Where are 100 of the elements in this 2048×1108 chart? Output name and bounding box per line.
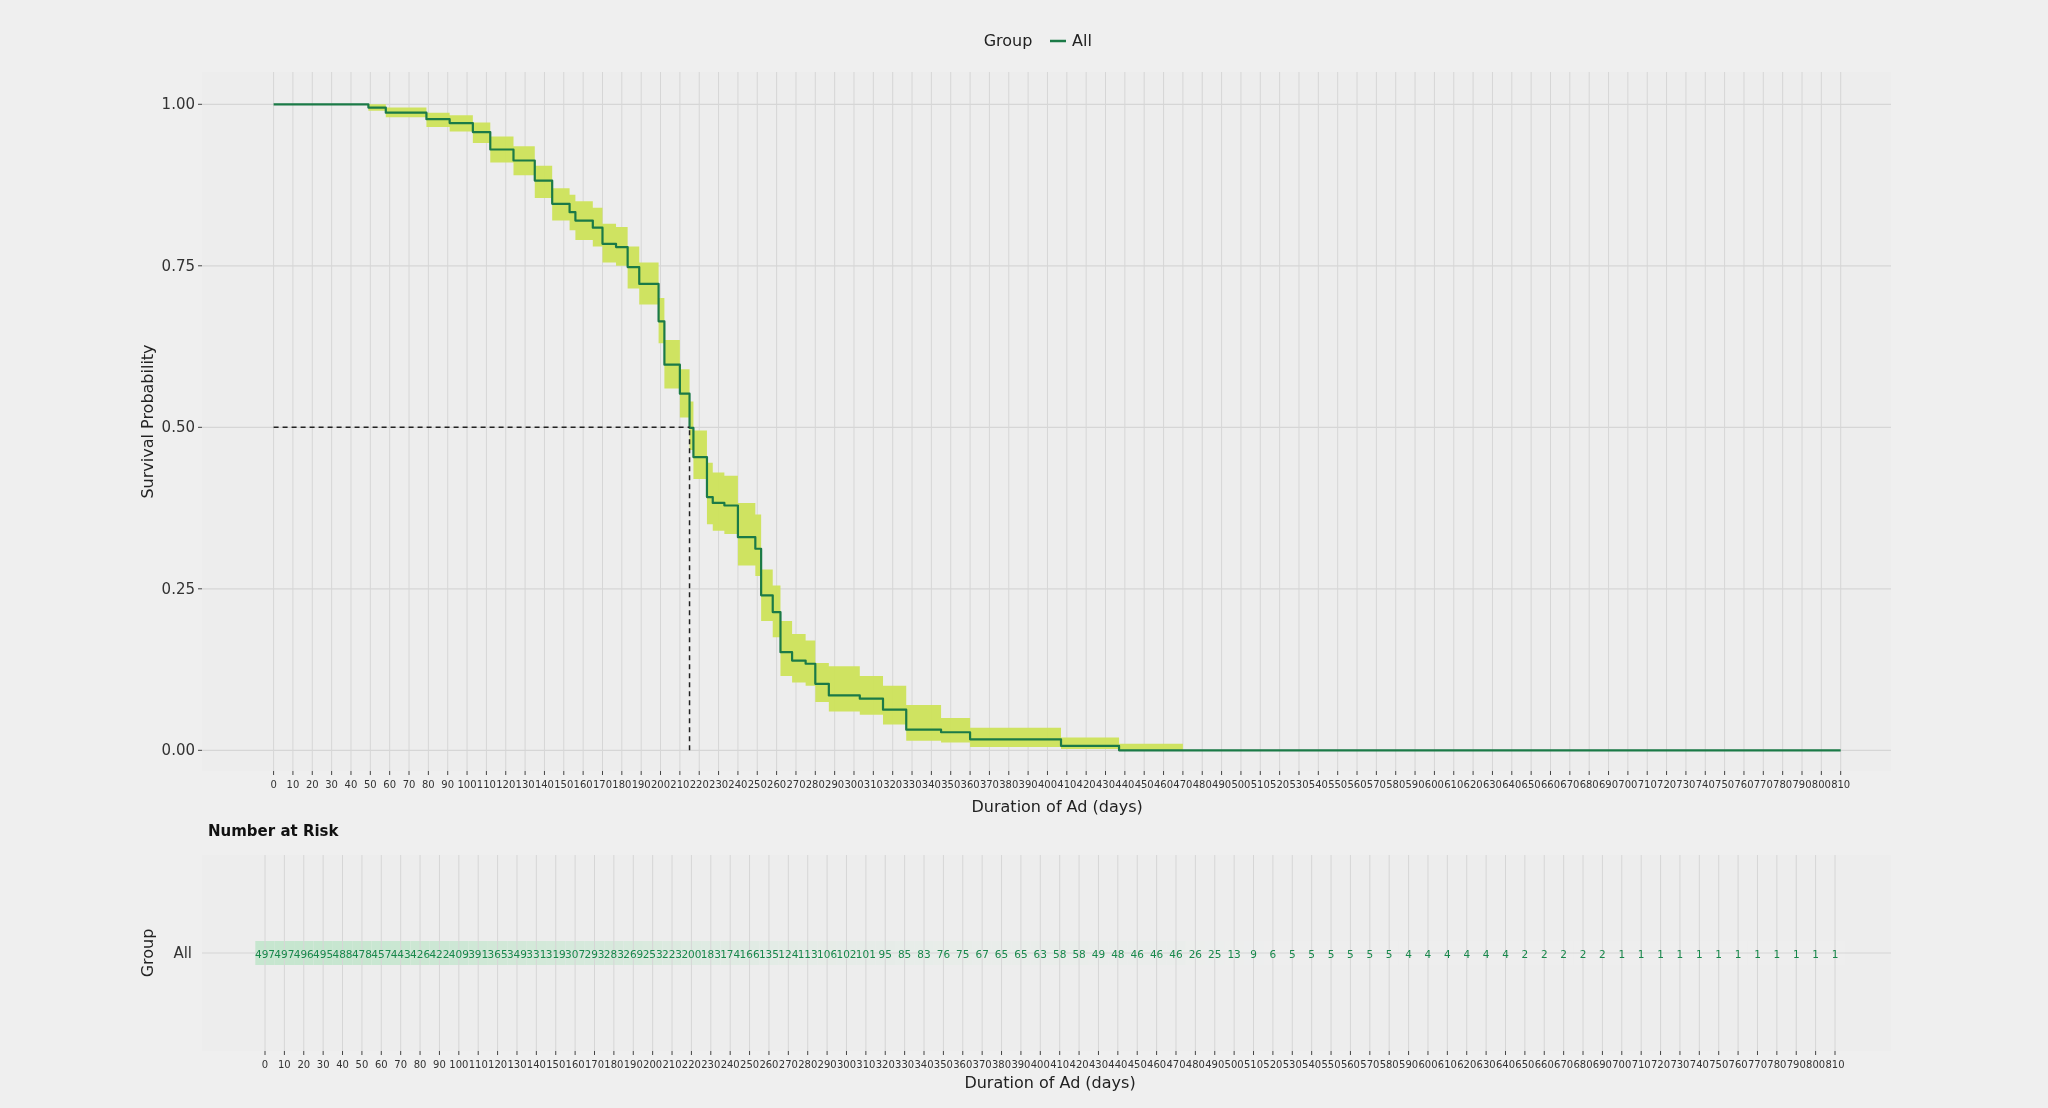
x-tick-label: 550 <box>1328 779 1348 790</box>
data-label: 331 <box>526 948 547 960</box>
x-tick-label: 70 <box>402 779 416 790</box>
x-tick-label: 370 <box>979 779 999 790</box>
x-tick-label: 730 <box>1676 779 1696 790</box>
x-tick-label: 230 <box>709 779 729 790</box>
x-tick-label: 760 <box>1734 779 1754 790</box>
x-tick-label: 580 <box>1386 779 1406 790</box>
data-label: 75 <box>956 948 970 960</box>
x-tick-label: 740 <box>1689 1059 1709 1070</box>
data-label: 488 <box>332 948 353 960</box>
x-tick-label: 100 <box>449 1059 469 1070</box>
x-tick-label: 180 <box>604 1059 624 1070</box>
x-tick-label: 60 <box>374 1059 388 1070</box>
x-tick-label: 460 <box>1147 1059 1167 1070</box>
y-axis-title: Survival Probability <box>138 344 157 499</box>
x-tick-label: 500 <box>1224 1059 1244 1070</box>
y-tick-label: 0.50 <box>161 418 195 437</box>
x-tick-label: 90 <box>441 779 455 790</box>
x-tick-label: 790 <box>1786 1059 1806 1070</box>
x-tick-label: 130 <box>507 1059 527 1070</box>
x-tick-label: 530 <box>1289 779 1309 790</box>
x-tick-label: 410 <box>1050 1059 1070 1070</box>
x-tick-label: 310 <box>856 1059 876 1070</box>
x-tick-label: 190 <box>631 779 651 790</box>
x-tick-label: 760 <box>1728 1059 1748 1070</box>
x-tick-label: 270 <box>786 779 806 790</box>
x-tick-label: 430 <box>1095 779 1116 790</box>
x-tick-label: 590 <box>1399 1059 1419 1070</box>
data-label: 1 <box>1695 948 1703 960</box>
x-tick-label: 240 <box>720 1059 740 1070</box>
data-label: 135 <box>758 948 779 960</box>
chart-title: Number at Risk <box>208 822 340 840</box>
x-axis-title: Duration of Ad (days) <box>964 1073 1136 1092</box>
legend-label: All <box>1072 31 1092 50</box>
x-tick-label: 390 <box>1011 1059 1031 1070</box>
y-tick-label: All <box>173 944 192 962</box>
x-tick-label: 110 <box>476 779 496 790</box>
x-tick-label: 280 <box>805 779 825 790</box>
x-tick-label: 300 <box>836 1059 857 1070</box>
data-label: 4 <box>1424 948 1432 960</box>
data-label: 65 <box>1014 948 1028 960</box>
data-label: 102 <box>836 948 857 960</box>
x-tick-label: 350 <box>933 1059 953 1070</box>
y-axis-title: Group <box>138 928 157 978</box>
data-label: 5 <box>1385 948 1393 960</box>
x-tick-label: 580 <box>1379 1059 1399 1070</box>
x-tick-label: 540 <box>1308 779 1328 790</box>
data-label: 495 <box>313 948 334 960</box>
x-tick-label: 630 <box>1482 779 1502 790</box>
x-tick-label: 360 <box>960 779 980 790</box>
data-label: 5 <box>1366 948 1374 960</box>
x-axis-title: Duration of Ad (days) <box>971 797 1143 816</box>
x-tick-label: 260 <box>759 1059 779 1070</box>
x-tick-label: 730 <box>1670 1059 1690 1070</box>
data-label: 5 <box>1308 948 1316 960</box>
data-label: 49 <box>1091 948 1106 960</box>
x-tick-label: 50 <box>363 779 377 790</box>
data-label: 4 <box>1405 948 1413 960</box>
data-label: 283 <box>603 948 624 960</box>
data-label: 478 <box>351 948 372 960</box>
data-label: 46 <box>1169 948 1183 960</box>
x-tick-label: 360 <box>953 1059 973 1070</box>
data-label: 409 <box>448 948 469 960</box>
x-tick-label: 290 <box>825 779 845 790</box>
x-tick-label: 490 <box>1212 779 1232 790</box>
data-label: 25 <box>1208 948 1222 960</box>
data-label: 46 <box>1130 948 1145 960</box>
data-label: 2 <box>1540 948 1548 960</box>
data-label: 9 <box>1250 948 1257 960</box>
x-tick-label: 480 <box>1192 779 1212 790</box>
x-tick-label: 170 <box>592 779 613 790</box>
data-label: 319 <box>545 948 566 960</box>
x-tick-label: 540 <box>1302 1059 1322 1070</box>
data-label: 95 <box>878 948 892 960</box>
data-label: 4 <box>1444 948 1451 960</box>
data-label: 1 <box>1773 948 1781 960</box>
data-label: 443 <box>390 948 411 960</box>
x-tick-label: 590 <box>1405 779 1425 790</box>
x-tick-label: 80 <box>421 779 435 790</box>
x-tick-label: 390 <box>1018 779 1038 790</box>
x-tick-label: 60 <box>383 779 397 790</box>
data-label: 1 <box>1715 948 1723 960</box>
data-label: 457 <box>371 948 392 960</box>
x-tick-label: 110 <box>468 1059 488 1070</box>
x-tick-label: 180 <box>612 779 632 790</box>
x-tick-label: 620 <box>1463 779 1483 790</box>
data-label: 426 <box>410 948 431 960</box>
x-tick-label: 20 <box>305 779 319 790</box>
x-tick-label: 570 <box>1366 779 1386 790</box>
data-label: 200 <box>681 948 702 960</box>
data-label: 4 <box>1482 948 1490 960</box>
data-label: 166 <box>739 948 760 960</box>
x-tick-label: 410 <box>1057 779 1077 790</box>
data-label: 253 <box>642 948 663 960</box>
x-tick-label: 720 <box>1651 1059 1671 1070</box>
x-tick-label: 440 <box>1108 1059 1128 1070</box>
x-tick-label: 770 <box>1747 1059 1768 1070</box>
data-label: 391 <box>468 948 489 960</box>
x-tick-label: 370 <box>972 1059 992 1070</box>
